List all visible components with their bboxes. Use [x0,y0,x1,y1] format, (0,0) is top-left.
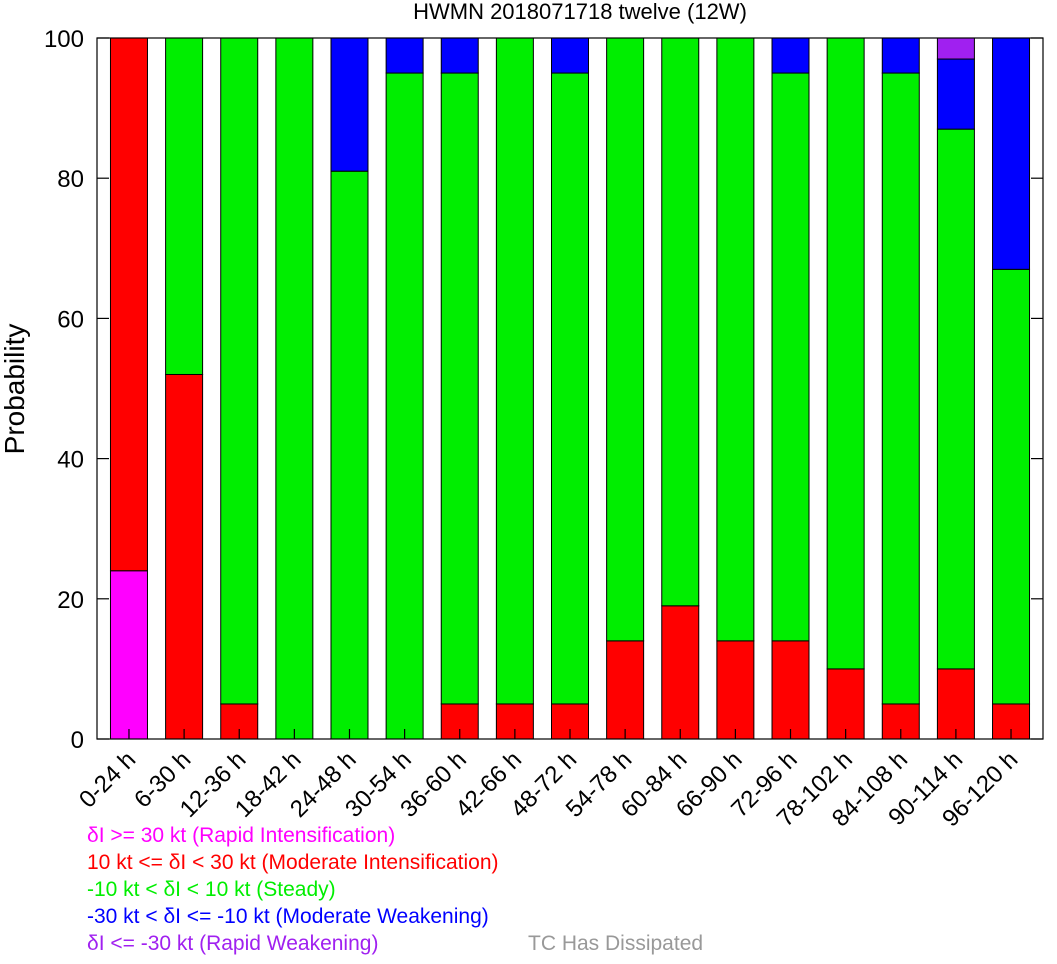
bar-segment-mi [661,605,700,740]
bar-segment-steady [330,170,369,740]
axes-layer: 0 20 40 60 80 100 [44,26,1044,754]
y-tick-label: 20 [57,587,84,614]
bar-segment-steady [606,37,645,642]
bar-segment-mi [936,668,975,740]
bar-segment-steady [495,37,534,705]
bar-segment-steady [826,37,865,670]
bar-segment-steady [936,128,975,670]
bar-segment-mw [440,37,479,74]
x-tick-labels: 0-24 h6-30 h12-36 h18-42 h24-48 h30-54 h… [74,746,1023,832]
bar-segment-steady [661,37,700,607]
bar-segment-mi [606,640,645,740]
y-axis-label: Probability [0,324,30,455]
chart-title: HWMN 2018071718 twelve (12W) [413,0,747,24]
bar-segment-steady [220,37,259,705]
y-tick-label: 80 [57,166,84,193]
bar-segment-mw [551,37,589,74]
bar-segment-steady [551,72,589,705]
bar-segment-steady [275,37,314,740]
bar-segment-mw [771,37,810,74]
bar-segment-steady [771,72,810,642]
legend-entry-moderate-intensification: 10 kt <= δI < 30 kt (Moderate Intensific… [87,851,499,874]
bar-segment-mi [165,373,204,740]
bars-layer [109,37,1031,740]
bar-segment-steady [440,72,479,705]
bar-segment-mi [716,640,755,740]
bar-segment-ri [109,570,148,740]
bar-segment-steady [716,37,755,642]
legend-entry-moderate-weakening: -30 kt < δI <= -10 kt (Moderate Weakenin… [87,905,489,928]
bar-segment-mi [826,668,865,740]
y-tick-label: 0 [71,727,84,754]
bar-segment-mi [771,640,810,740]
bar-segment-mw [936,58,975,130]
bar-segment-mw [992,37,1031,270]
y-tick-label: 60 [57,306,84,333]
y-tick-label: 100 [44,26,84,53]
bar-segment-steady [881,72,920,705]
bar-segment-mw [330,37,369,172]
legend-entry-rapid-intensification: δI >= 30 kt (Rapid Intensification) [87,824,395,847]
y-tick-label: 40 [57,447,84,474]
legend-entry-steady: -10 kt < δI < 10 kt (Steady) [87,878,336,901]
legend: δI >= 30 kt (Rapid Intensification) 10 k… [87,824,703,955]
bar-segment-mi [109,37,148,572]
legend-entry-rapid-weakening: δI <= -30 kt (Rapid Weakening) [87,932,378,955]
x-tick-label: 0-24 h [74,746,141,813]
legend-entry-dissipated: TC Has Dissipated [528,932,703,955]
bar-segment-steady [385,72,424,740]
bar-segment-rw [936,37,975,60]
bar-segment-mw [385,37,424,74]
bar-segment-steady [165,37,204,375]
bar-segment-steady [992,268,1031,705]
bar-segment-mw [881,37,920,74]
